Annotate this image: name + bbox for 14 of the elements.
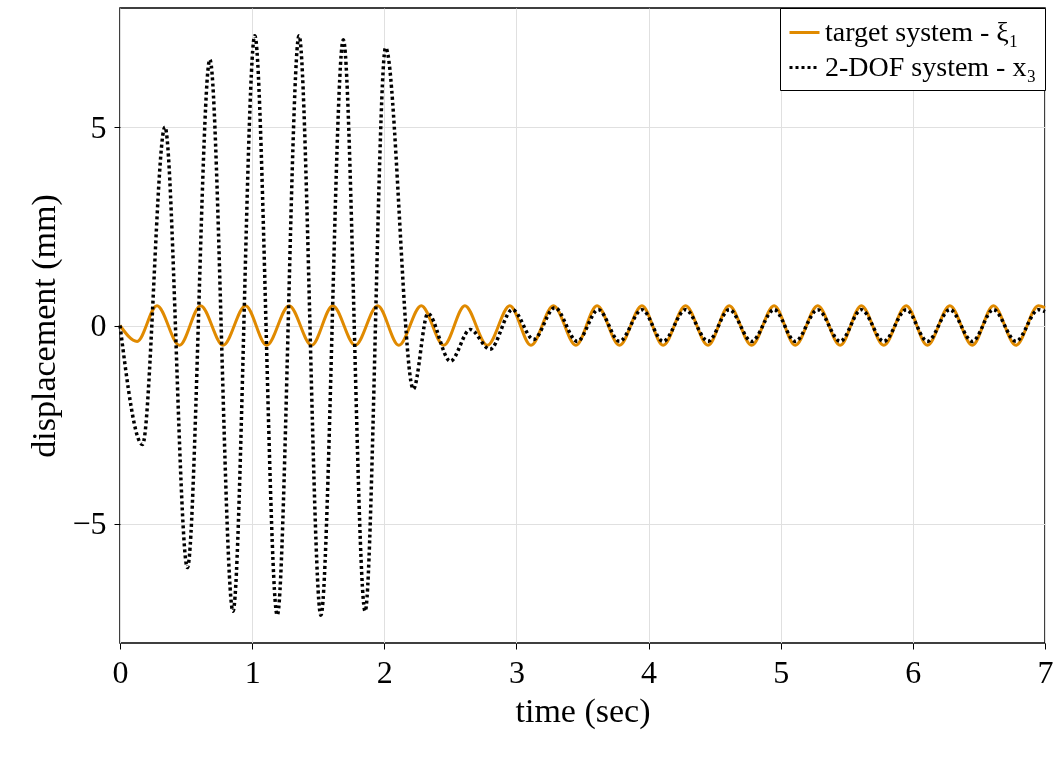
x-tick-label: 1 [244,653,261,690]
x-tick-label: 3 [508,653,525,690]
legend-label: 2-DOF system - x₃ [825,50,1037,82]
x-tick-label: 2 [376,653,393,690]
y-tick-label: −5 [72,505,107,542]
y-tick-label: 5 [90,108,107,145]
x-axis-title: time (sec) [515,691,651,730]
y-tick-label: 0 [90,307,107,343]
x-tick-label: 4 [641,653,658,690]
x-tick-label: 7 [1037,653,1054,690]
x-tick-label: 5 [773,653,790,690]
y-axis-title: displacement (mm) [25,194,64,458]
legend-label: target system - ξ₁ [825,15,1019,47]
x-tick-label: 6 [905,653,922,690]
